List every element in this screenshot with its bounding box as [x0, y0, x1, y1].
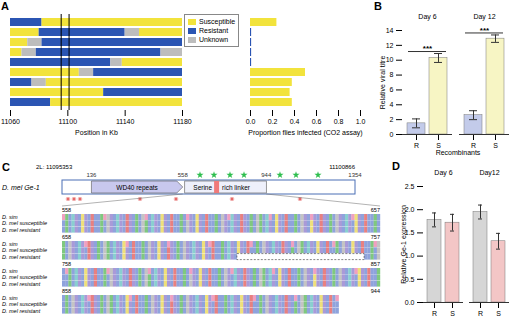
svg-text:D. mel susceptible: D. mel susceptible — [2, 220, 47, 226]
svg-text:D. sim: D. sim — [2, 241, 18, 247]
svg-text:0.8: 0.8 — [334, 118, 344, 125]
svg-text:944: 944 — [261, 172, 272, 178]
svg-text:2.0: 2.0 — [404, 205, 415, 213]
svg-text:WD40 repeats: WD40 repeats — [116, 184, 158, 192]
svg-text:1.5: 1.5 — [404, 229, 415, 237]
html-text:Unknown: Unknown — [199, 36, 229, 43]
svg-text:2: 2 — [390, 116, 394, 123]
svg-text:R: R — [432, 310, 437, 316]
svg-text:11180: 11180 — [173, 118, 192, 125]
svg-text:558: 558 — [178, 172, 189, 178]
svg-text:0.2: 0.2 — [268, 118, 278, 125]
svg-text:12: 12 — [386, 42, 394, 49]
svg-text:S: S — [496, 310, 501, 316]
svg-text:R: R — [478, 310, 483, 316]
svg-text:D. sim: D. sim — [2, 214, 18, 220]
svg-text:0.4: 0.4 — [290, 118, 300, 125]
svg-text:1354: 1354 — [348, 172, 362, 178]
svg-text:657: 657 — [371, 207, 380, 213]
svg-text:0.0: 0.0 — [246, 118, 256, 125]
svg-text:***: *** — [480, 26, 490, 35]
svg-text:Day 12: Day 12 — [473, 13, 495, 21]
svg-text:11060: 11060 — [1, 118, 20, 125]
svg-text:Day 6: Day 6 — [434, 169, 452, 177]
svg-text:944: 944 — [371, 288, 380, 294]
svg-text:858: 858 — [62, 288, 71, 294]
svg-text:0: 0 — [390, 131, 394, 138]
html-text:Recombinants: Recombinants — [435, 149, 481, 156]
svg-text:D. mel resistant: D. mel resistant — [2, 308, 41, 314]
svg-text:Serine: Serine — [193, 184, 212, 191]
html-text:D: D — [392, 160, 400, 172]
svg-text:4: 4 — [390, 101, 394, 108]
svg-text:R: R — [414, 142, 419, 149]
svg-text:Relative Ge-1 expression: Relative Ge-1 expression — [400, 205, 408, 284]
svg-text:D. sim: D. sim — [2, 295, 18, 301]
html-text:Resistant: Resistant — [199, 27, 229, 34]
svg-text:D. mel resistant: D. mel resistant — [2, 227, 41, 233]
svg-text:11140: 11140 — [116, 118, 135, 125]
svg-text:11100866: 11100866 — [329, 164, 355, 170]
svg-text:D. mel susceptible: D. mel susceptible — [2, 274, 47, 280]
svg-text:0.6: 0.6 — [312, 118, 322, 125]
svg-text:R: R — [471, 142, 476, 149]
svg-text:558: 558 — [62, 207, 71, 213]
svg-text:14: 14 — [386, 27, 394, 34]
svg-text:10: 10 — [386, 56, 394, 63]
svg-text:0.0: 0.0 — [405, 299, 415, 306]
svg-text:rich linker: rich linker — [222, 184, 251, 191]
svg-text:757: 757 — [371, 234, 380, 240]
svg-text:Day12: Day12 — [479, 169, 499, 177]
svg-text:D. mel susceptible: D. mel susceptible — [2, 301, 47, 307]
html-text:Susceptible: Susceptible — [199, 18, 236, 25]
svg-text:S: S — [450, 310, 455, 316]
svg-text:Proportion flies infected (CO2: Proportion flies infected (CO2 assay) — [248, 129, 362, 137]
svg-text:D. mel resistant: D. mel resistant — [2, 281, 41, 287]
svg-text:2L: 11095353: 2L: 11095353 — [36, 164, 73, 170]
svg-text:Position in Kb: Position in Kb — [75, 129, 118, 136]
svg-text:136: 136 — [86, 172, 97, 178]
html-text:B: B — [374, 0, 382, 12]
svg-text:1.0: 1.0 — [356, 118, 366, 125]
svg-text:D. mel Ge-1: D. mel Ge-1 — [2, 184, 40, 191]
svg-text:S: S — [493, 142, 498, 149]
svg-text:8: 8 — [390, 71, 394, 78]
svg-text:11100: 11100 — [59, 118, 78, 125]
svg-text:D. mel susceptible: D. mel susceptible — [2, 247, 47, 253]
svg-text:S: S — [436, 142, 441, 149]
svg-text:857: 857 — [371, 261, 380, 267]
svg-text:D. sim: D. sim — [2, 268, 18, 274]
svg-text:D. mel resistant: D. mel resistant — [2, 254, 41, 260]
svg-text:658: 658 — [62, 234, 71, 240]
svg-text:1.0: 1.0 — [404, 252, 415, 260]
svg-text:Day 6: Day 6 — [418, 13, 436, 21]
svg-text:2.5: 2.5 — [405, 183, 415, 190]
svg-text:0.5: 0.5 — [404, 275, 415, 283]
svg-text:C: C — [2, 161, 10, 173]
svg-text:758: 758 — [62, 261, 71, 267]
svg-text:6: 6 — [390, 86, 394, 93]
html-text:A: A — [1, 0, 9, 12]
svg-text:***: *** — [423, 44, 433, 53]
svg-text:Relative viral titre: Relative viral titre — [379, 56, 386, 110]
